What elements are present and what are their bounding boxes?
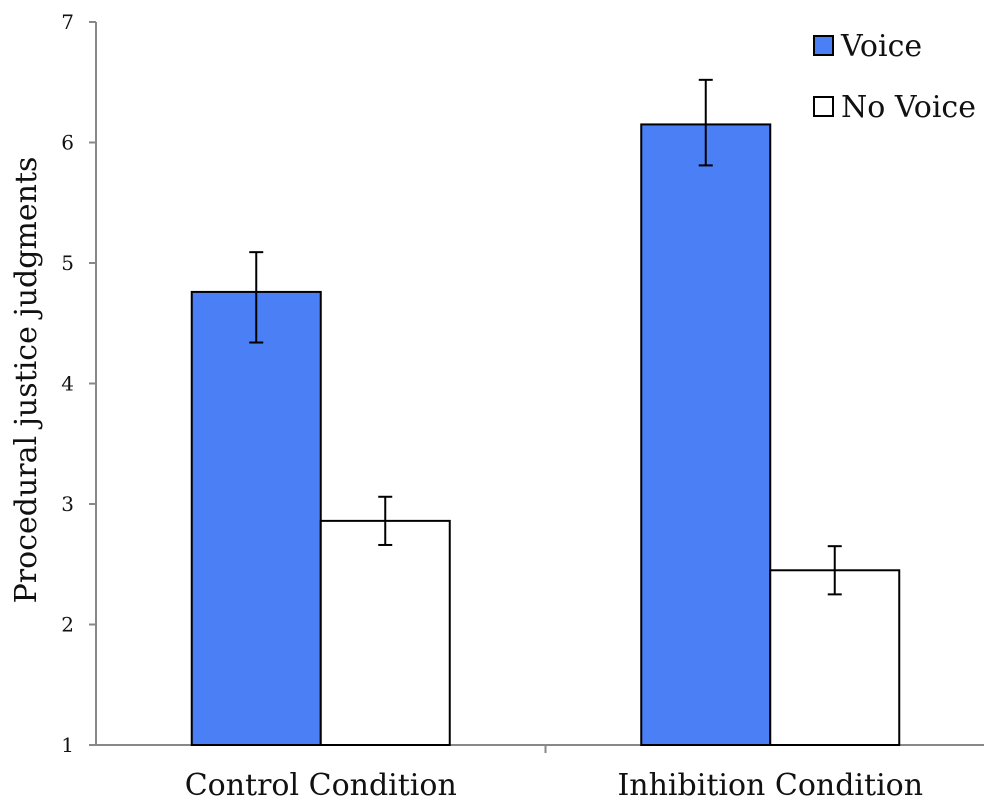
bar-voice — [190, 290, 322, 746]
bars — [190, 123, 901, 747]
error-bar — [378, 495, 393, 546]
error-bar — [698, 78, 713, 167]
legend-swatch — [813, 35, 834, 56]
x-category-label: Inhibition Condition — [617, 768, 923, 803]
y-tick-label: 7 — [61, 10, 74, 34]
error-bar — [827, 545, 842, 596]
y-tick-label: 5 — [61, 251, 74, 275]
error-bar — [249, 251, 264, 344]
y-tick-label: 6 — [61, 131, 74, 155]
legend-swatch — [813, 96, 834, 117]
y-tick-label: 3 — [61, 492, 74, 516]
bar-voice — [640, 123, 772, 747]
y-axis-ticks: 1 2 3 4 5 6 7 — [61, 10, 96, 757]
x-category-label: Control Condition — [185, 768, 457, 803]
y-tick-label: 4 — [61, 372, 74, 396]
y-tick-label: 2 — [61, 613, 74, 637]
category-labels: Control Condition Inhibition Condition — [185, 745, 923, 803]
bar-no-voice — [319, 519, 451, 746]
y-axis-label: Procedural justice judgments — [9, 157, 44, 604]
bar-no-voice — [769, 569, 901, 747]
legend-label: Voice — [840, 29, 922, 64]
y-tick-label: 1 — [61, 733, 74, 757]
legend-label: No Voice — [841, 90, 976, 125]
error-bars — [249, 78, 842, 596]
legend: Voice No Voice — [813, 29, 976, 125]
